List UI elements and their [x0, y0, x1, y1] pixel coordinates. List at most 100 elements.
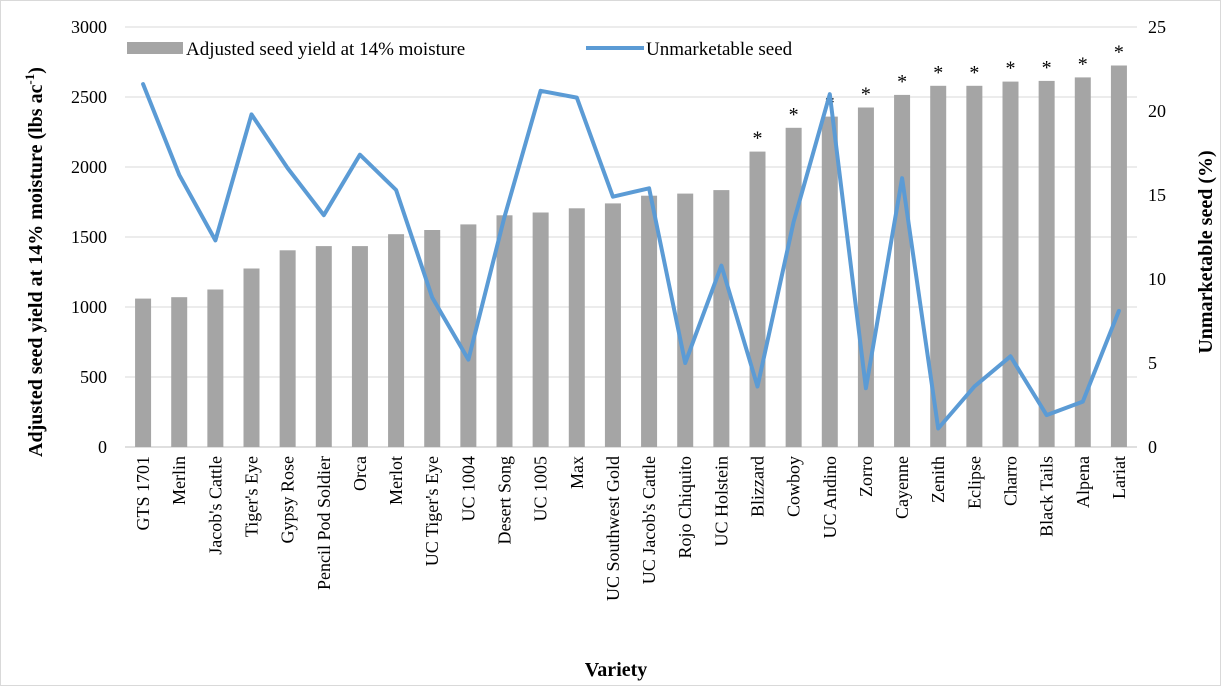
line-point: [720, 265, 722, 267]
bar: [171, 297, 188, 447]
x-tick-label: UC 1005: [531, 456, 551, 522]
line-point: [323, 214, 325, 216]
bar: [641, 195, 658, 447]
significance-star: *: [753, 128, 763, 150]
x-tick-label: Lariat: [1109, 456, 1129, 499]
y-axis-title: Adjusted seed yield at 14% moisture (lbs…: [22, 67, 47, 457]
bar: [785, 127, 802, 448]
x-tick-label: Merlot: [386, 456, 406, 505]
bar: [532, 212, 549, 447]
bar: [894, 94, 911, 448]
line-point: [648, 187, 650, 189]
legend-bar-label: Adjusted seed yield at 14% moisture: [186, 39, 465, 60]
x-tick-label: UC Andino: [820, 456, 840, 539]
bar: [1002, 81, 1019, 447]
x-tick-label: Alpena: [1073, 456, 1093, 508]
line-point: [178, 174, 180, 176]
line-point: [1046, 414, 1048, 416]
x-tick-label: Tiger's Eye: [242, 456, 262, 537]
x-tick-label: Merlin: [169, 456, 189, 505]
line-point: [359, 154, 361, 156]
x-tick-label: Cayenne: [892, 456, 912, 519]
bar: [749, 151, 766, 447]
bar: [930, 85, 947, 448]
x-tick-label: Desert Song: [495, 456, 515, 545]
bar: [857, 107, 874, 447]
bar: [279, 250, 296, 447]
x-tick-label: Pencil Pod Soldier: [314, 456, 334, 590]
y-tick-label: 1000: [71, 297, 107, 317]
y2-axis-title: Unmarketable seed (%): [1195, 150, 1217, 353]
x-tick-label: Blizzard: [748, 456, 768, 517]
legend-bar-swatch: [127, 42, 183, 54]
significance-star: *: [1042, 57, 1052, 79]
significance-star: *: [897, 71, 907, 93]
y-tick-label: 2500: [71, 87, 107, 107]
line-point: [757, 386, 758, 388]
bar: [388, 234, 405, 447]
x-tick-label: Charro: [1001, 456, 1021, 506]
x-tick-label: UC Southwest Gold: [603, 456, 623, 601]
x-tick-label: Jacob's Cattle: [205, 456, 225, 555]
bar: [568, 208, 585, 447]
line-point: [251, 113, 252, 115]
significance-star: *: [861, 84, 871, 106]
x-tick-label: UC 1004: [458, 456, 478, 522]
line-point: [612, 196, 614, 198]
bar: [460, 224, 477, 447]
bar-series: [135, 65, 1127, 448]
x-tick-label: Zorro: [856, 456, 876, 497]
x-tick-label: Eclipse: [964, 456, 984, 509]
gridlines: [125, 26, 1137, 448]
significance-star: *: [1078, 53, 1088, 75]
x-tick-label: Black Tails: [1037, 456, 1057, 537]
line-point: [431, 296, 433, 298]
x-axis-ticks: GTS 1701 Merlin Jacob's Cattle Tiger's Eye G…: [133, 456, 1129, 601]
legend: Adjusted seed yield at 14% moisture Unma…: [127, 39, 793, 60]
line-point: [287, 167, 289, 169]
y-tick-label: 3000: [71, 17, 107, 37]
x-tick-label: Cowboy: [784, 456, 804, 517]
line-point: [1010, 355, 1011, 357]
line-point: [214, 239, 216, 241]
y2-tick-label: 10: [1148, 269, 1166, 289]
bar: [713, 190, 730, 447]
x-tick-label: Gypsy Rose: [278, 456, 298, 544]
x-tick-label: Rojo Chiquito: [675, 456, 695, 559]
line-point: [504, 216, 505, 218]
right-axis-ticks: 0 5 10 15 20 25: [1148, 17, 1166, 457]
bar: [821, 116, 838, 447]
line-point: [142, 83, 144, 85]
significance-star: *: [933, 62, 943, 84]
unmarketable-seed-line: [141, 82, 1121, 431]
y-tick-label: 2000: [71, 157, 107, 177]
line-point: [829, 93, 831, 95]
y-tick-label: 500: [80, 367, 107, 387]
bar: [966, 85, 983, 448]
bar: [1074, 77, 1091, 448]
line-point: [576, 97, 578, 99]
significance-star: *: [789, 104, 799, 126]
line-point: [793, 221, 795, 223]
legend-line-label: Unmarketable seed: [646, 39, 793, 60]
y2-tick-label: 25: [1148, 17, 1166, 37]
y-axis-title-superscript: -1: [22, 74, 37, 85]
line-point: [467, 359, 469, 361]
line-point: [1118, 310, 1120, 312]
line-point: [1082, 401, 1084, 403]
line-point: [901, 177, 903, 179]
x-tick-label: UC Holstein: [711, 456, 731, 547]
bar: [207, 289, 224, 447]
bar: [496, 215, 513, 447]
y2-tick-label: 20: [1148, 101, 1166, 121]
bar: [243, 268, 260, 447]
x-tick-label: GTS 1701: [133, 456, 153, 531]
x-tick-label: UC Tiger's Eye: [422, 456, 442, 566]
bar: [677, 193, 694, 447]
y-tick-label: 1500: [71, 227, 107, 247]
line-point: [540, 90, 542, 92]
significance-star: *: [969, 62, 979, 84]
x-tick-label: Max: [567, 456, 587, 489]
bar: [1038, 80, 1055, 448]
